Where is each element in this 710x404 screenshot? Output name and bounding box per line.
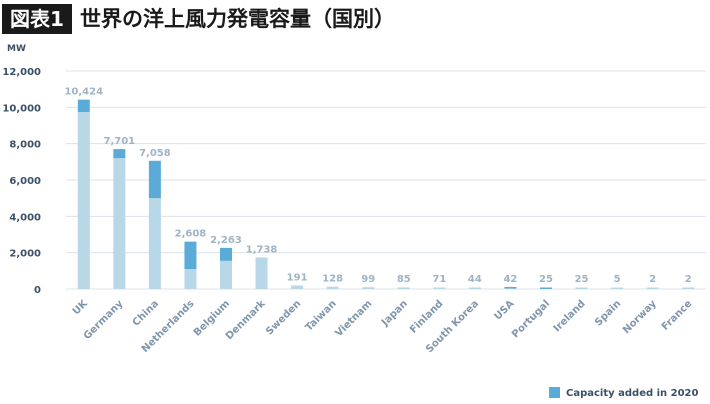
value-label: 128 [322,274,343,285]
value-label: 10,424 [64,87,103,98]
x-tick-label: Ireland [552,298,588,334]
y-tick-label: 12,000 [2,67,41,78]
x-tick-label: UK [71,297,91,317]
value-label: 7,701 [104,136,136,147]
value-label: 2 [649,274,656,285]
bar-base [148,198,161,289]
y-tick-label: 2,000 [9,249,41,260]
y-unit-label: MW [7,44,26,54]
bar-base [682,287,695,289]
value-label: 44 [468,274,482,285]
y-tick-label: 4,000 [9,212,41,223]
value-label: 85 [397,274,411,285]
legend-swatch-added [549,387,560,398]
bar-added-2020 [148,160,161,199]
bars [77,99,695,289]
bar-added-2020 [184,241,197,270]
bar-base [184,269,197,289]
header: 図表1 世界の洋上風力発電容量（国別） [0,0,710,40]
bar-base [362,287,375,289]
bar-base [255,257,268,289]
value-label: 5 [614,274,621,285]
y-tick-label: 6,000 [9,176,41,187]
x-tick-label: USA [492,298,516,322]
value-label: 42 [503,274,517,285]
x-tick-label: France [660,298,695,333]
value-label: 7,058 [139,148,171,159]
x-tick-label: Portugal [510,298,552,340]
x-tick-label: Germany [82,298,126,342]
bar-base [433,287,446,289]
value-label: 71 [432,274,446,285]
value-label: 25 [539,274,553,285]
legend: Capacity added in 2020 [549,387,699,399]
bar-base [646,287,659,289]
value-label: 2,263 [210,235,242,246]
x-tick-label: Japan [379,298,410,329]
y-tick-label: 0 [34,285,41,296]
bar-base [220,260,232,289]
value-label: 2,608 [175,229,207,240]
x-tick-label: China [131,298,161,328]
x-tick-label: Finland [408,298,445,335]
bar-base [291,285,304,289]
bar-added-2020 [113,149,126,159]
bar-added-2020 [504,286,517,289]
value-label: 25 [575,274,589,285]
x-tick-label: Taiwan [304,298,339,333]
bar-base [397,287,410,289]
chart-title: 世界の洋上風力発電容量（国別） [80,7,395,31]
bar-added-2020 [220,247,232,261]
value-label: 1,738 [246,244,278,255]
x-tick-label: Vietnam [333,298,374,339]
bar-added-2020 [540,287,552,289]
value-label: 2 [685,274,692,285]
x-tick-label: Norway [621,298,659,336]
value-label: 99 [361,274,375,285]
bar-base [326,286,339,289]
value-label: 191 [287,273,308,284]
bar-added-2020 [77,99,90,113]
bar-base [575,287,588,289]
y-tick-label: 10,000 [2,103,41,114]
bar-base [468,287,481,289]
gridlines [66,70,706,290]
bar-base [77,112,90,289]
x-tick-label: Sweden [264,298,303,337]
x-tick-label: Spain [593,298,623,328]
bar-base [611,287,624,289]
y-tick-labels: 0 2,000 4,000 6,000 8,000 10,000 12,000 [2,67,41,296]
legend-label-added: Capacity added in 2020 [566,388,699,399]
y-tick-label: 8,000 [9,140,41,151]
figure-badge: 図表1 [2,4,72,34]
bar-base [113,158,126,289]
